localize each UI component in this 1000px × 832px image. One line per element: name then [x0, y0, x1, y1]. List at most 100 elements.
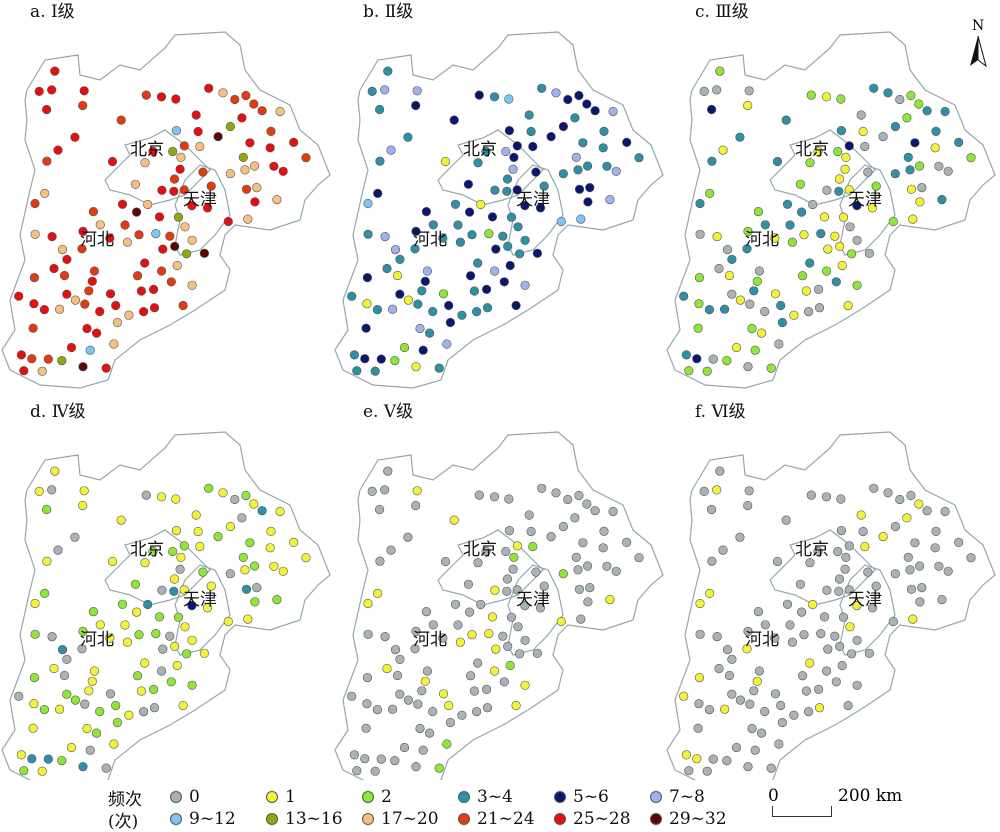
station-point: [438, 233, 448, 243]
station-point: [361, 723, 371, 733]
station-point: [179, 185, 189, 195]
station-point: [175, 564, 185, 574]
station-point: [590, 506, 600, 516]
station-point: [789, 710, 799, 720]
station-point: [218, 488, 228, 498]
legend-swatch: [650, 791, 662, 803]
station-point: [175, 164, 185, 174]
station-point: [905, 165, 915, 175]
station-point: [712, 485, 722, 495]
station-point: [395, 654, 405, 664]
station-point: [722, 356, 732, 366]
station-point: [120, 620, 130, 630]
station-point: [399, 342, 410, 353]
station-point: [744, 86, 754, 96]
station-point: [852, 601, 862, 611]
station-point: [225, 169, 235, 179]
station-point: [712, 232, 722, 242]
station-point: [27, 354, 37, 364]
legend-swatch: [170, 813, 182, 825]
station-point: [457, 310, 467, 320]
station-point: [835, 241, 845, 251]
station-point: [702, 766, 712, 776]
station-point: [890, 121, 900, 132]
station-point: [198, 567, 208, 577]
legend-swatch: [650, 813, 662, 825]
station-point: [806, 490, 816, 500]
station-point: [373, 588, 383, 598]
station-point: [206, 181, 216, 191]
station-point: [756, 728, 767, 738]
station-point: [743, 362, 753, 372]
station-point: [749, 286, 759, 296]
station-point: [266, 526, 276, 536]
station-point: [505, 260, 515, 271]
station-point: [352, 766, 362, 776]
station-point: [966, 153, 976, 163]
station-point: [863, 567, 873, 577]
station-point: [466, 671, 476, 681]
station-point: [78, 100, 88, 111]
station-point: [774, 739, 784, 749]
station-point: [124, 710, 134, 720]
station-point: [499, 277, 509, 287]
station-point: [278, 566, 288, 576]
city-label-tianjin: 天津: [183, 590, 217, 610]
station-point: [380, 232, 390, 242]
station-point: [750, 745, 760, 755]
legend-swatch: [458, 791, 470, 803]
station-point: [695, 229, 705, 239]
station-point: [890, 569, 900, 579]
station-point: [563, 94, 573, 105]
station-point: [59, 270, 70, 281]
station-point: [387, 304, 398, 314]
station-point: [434, 363, 444, 373]
station-point: [250, 561, 260, 571]
station-point: [453, 220, 463, 230]
station-point: [362, 699, 372, 709]
station-point: [585, 183, 595, 193]
station-point: [795, 579, 805, 589]
city-label-tianjin: 天津: [516, 190, 550, 210]
station-point: [422, 266, 432, 276]
station-point: [822, 266, 832, 276]
station-point: [752, 676, 762, 686]
station-point: [29, 273, 40, 283]
city-label-beijing: 北京: [463, 140, 497, 160]
station-point: [704, 305, 715, 315]
station-point: [520, 201, 530, 211]
station-point: [428, 620, 438, 630]
station-point: [772, 556, 783, 567]
station-point: [42, 556, 52, 566]
station-point: [141, 90, 151, 100]
panel-title: f. Ⅵ级: [695, 402, 746, 422]
station-point: [712, 632, 722, 642]
station-point: [116, 115, 126, 125]
station-point: [860, 141, 870, 152]
station-point: [735, 295, 745, 305]
station-point: [931, 126, 941, 136]
station-point: [390, 645, 401, 655]
station-point: [362, 299, 372, 309]
station-point: [834, 586, 844, 596]
station-point: [735, 132, 745, 142]
legend-item: 21~24: [458, 809, 554, 829]
station-point: [421, 207, 431, 217]
station-point: [513, 622, 523, 632]
legend-swatch: [362, 791, 374, 803]
station-point: [814, 303, 825, 313]
station-point: [395, 689, 405, 699]
station-point: [417, 286, 427, 296]
station-point: [487, 612, 498, 622]
station-point: [275, 506, 285, 517]
station-point: [269, 161, 279, 171]
station-point: [844, 585, 854, 595]
station-point: [760, 620, 770, 630]
station-point: [383, 466, 393, 476]
station-point: [707, 156, 717, 166]
station-point: [109, 739, 119, 749]
station-point: [867, 603, 878, 613]
